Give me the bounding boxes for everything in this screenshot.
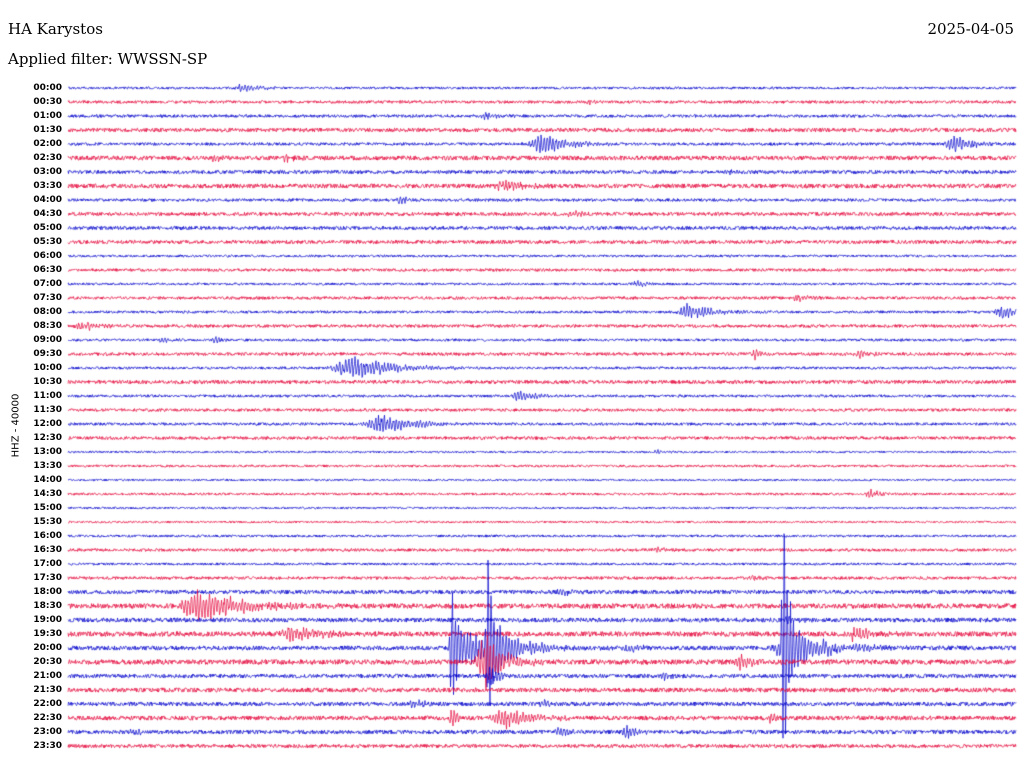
time-label: 22:30	[33, 713, 62, 723]
time-label: 07:30	[33, 293, 62, 303]
time-label: 17:00	[33, 559, 62, 569]
time-label: 10:00	[33, 363, 62, 373]
time-label: 14:00	[33, 475, 62, 485]
time-label: 01:30	[33, 125, 62, 135]
time-label: 01:00	[33, 111, 62, 121]
time-label: 13:30	[33, 461, 62, 471]
time-label: 21:00	[33, 671, 62, 681]
time-label: 04:00	[33, 195, 62, 205]
time-label: 06:00	[33, 251, 62, 261]
time-label: 16:30	[33, 545, 62, 555]
time-label: 17:30	[33, 573, 62, 583]
time-label: 11:30	[33, 405, 62, 415]
time-label: 19:30	[33, 629, 62, 639]
time-label: 03:30	[33, 181, 62, 191]
time-label: 14:30	[33, 489, 62, 499]
time-label: 18:30	[33, 601, 62, 611]
time-label: 00:00	[33, 83, 62, 93]
time-label: 20:00	[33, 643, 62, 653]
time-label: 19:00	[33, 615, 62, 625]
time-label: 12:00	[33, 419, 62, 429]
time-label: 18:00	[33, 587, 62, 597]
time-label: 00:30	[33, 97, 62, 107]
time-label: 13:00	[33, 447, 62, 457]
time-label: 08:00	[33, 307, 62, 317]
time-label: 02:30	[33, 153, 62, 163]
time-label: 20:30	[33, 657, 62, 667]
time-label: 23:30	[33, 741, 62, 751]
time-label: 12:30	[33, 433, 62, 443]
time-label: 07:00	[33, 279, 62, 289]
time-label: 05:00	[33, 223, 62, 233]
time-label: 03:00	[33, 167, 62, 177]
time-label: 10:30	[33, 377, 62, 387]
time-label: 04:30	[33, 209, 62, 219]
time-label: 09:00	[33, 335, 62, 345]
time-label: 15:30	[33, 517, 62, 527]
time-label: 06:30	[33, 265, 62, 275]
time-label: 05:30	[33, 237, 62, 247]
time-label: 02:00	[33, 139, 62, 149]
time-label: 09:30	[33, 349, 62, 359]
time-label: 16:00	[33, 531, 62, 541]
time-label: 15:00	[33, 503, 62, 513]
time-label: 21:30	[33, 685, 62, 695]
time-label: 23:00	[33, 727, 62, 737]
time-label: 08:30	[33, 321, 62, 331]
time-label: 11:00	[33, 391, 62, 401]
time-label: 22:00	[33, 699, 62, 709]
